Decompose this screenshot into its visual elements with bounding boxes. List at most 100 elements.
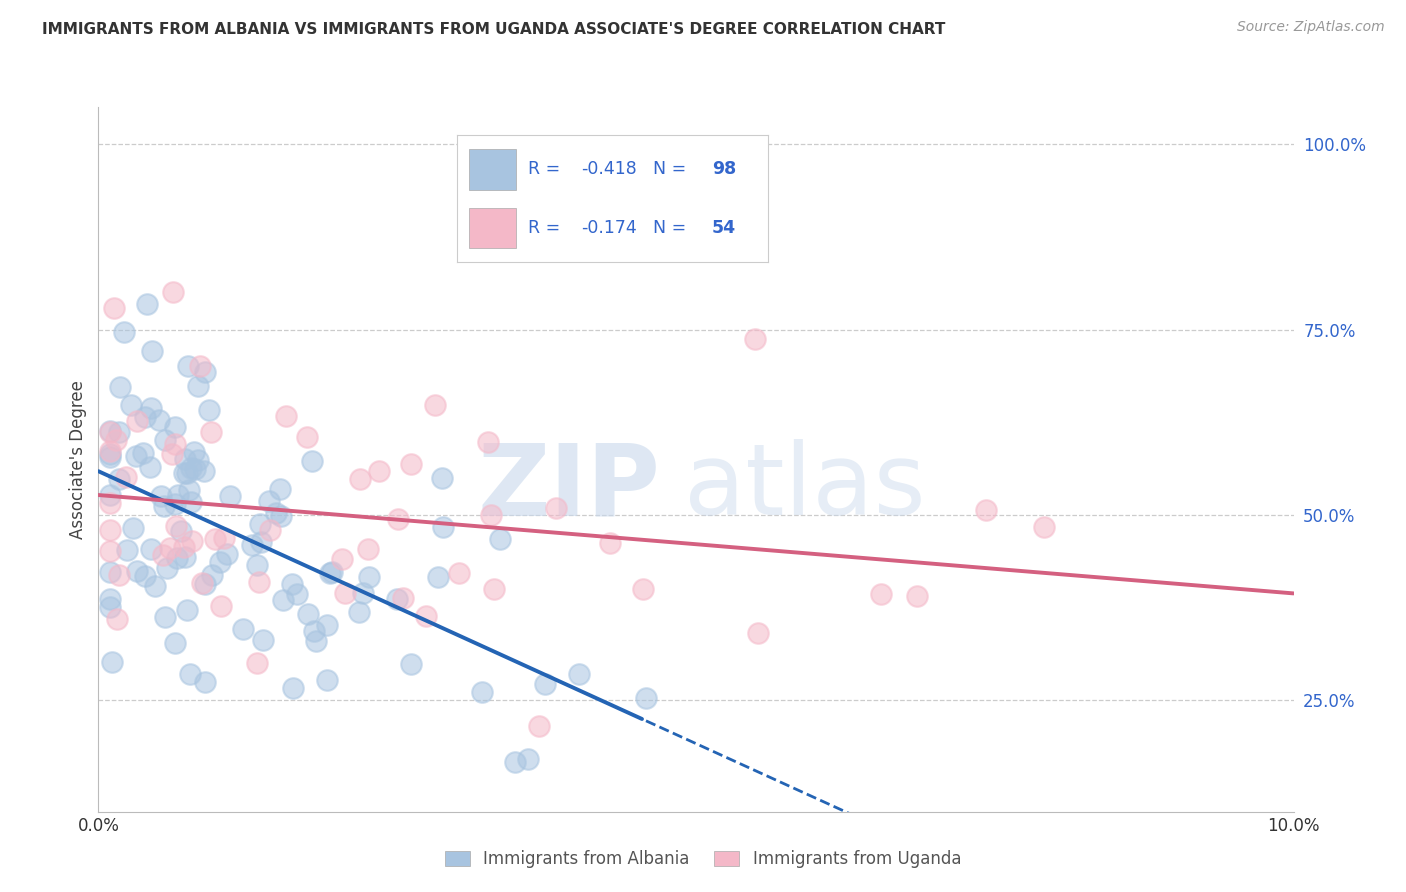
Point <box>271 593 294 607</box>
Point <box>209 599 232 613</box>
Point <box>156 561 179 575</box>
Point <box>212 531 235 545</box>
Point <box>194 577 217 591</box>
Point <box>132 446 155 460</box>
Point <box>974 503 997 517</box>
Point <box>108 472 131 486</box>
Point <box>180 461 202 475</box>
Point <box>152 499 174 513</box>
Point <box>107 425 129 439</box>
Point <box>176 603 198 617</box>
Point <box>165 519 187 533</box>
Point <box>264 507 287 521</box>
Point <box>357 569 380 583</box>
Point <box>482 582 505 597</box>
Point <box>170 524 193 539</box>
Text: Source: ZipAtlas.com: Source: ZipAtlas.com <box>1237 20 1385 34</box>
Point <box>98 443 122 458</box>
Point <box>121 520 143 534</box>
Point <box>304 624 326 638</box>
Point <box>330 551 353 566</box>
Point <box>209 555 232 569</box>
Point <box>193 464 215 478</box>
Point <box>187 453 209 467</box>
Point <box>905 589 928 603</box>
Point <box>134 410 156 425</box>
Point <box>432 520 454 534</box>
Point <box>631 582 654 597</box>
Point <box>249 516 271 531</box>
Point <box>392 591 415 605</box>
Point <box>176 359 198 373</box>
Point <box>250 535 273 549</box>
Point <box>432 471 454 485</box>
Point <box>98 424 122 438</box>
Point <box>335 586 357 600</box>
Point <box>269 482 291 496</box>
Point <box>281 576 304 591</box>
Point <box>188 359 211 373</box>
Text: IMMIGRANTS FROM ALBANIA VS IMMIGRANTS FROM UGANDA ASSOCIATE'S DEGREE CORRELATION: IMMIGRANTS FROM ALBANIA VS IMMIGRANTS FR… <box>42 22 946 37</box>
Point <box>165 497 187 511</box>
Point <box>249 575 271 590</box>
Point <box>259 524 281 538</box>
Point <box>183 445 205 459</box>
Point <box>1033 519 1056 533</box>
Point <box>184 462 207 476</box>
Point <box>401 657 423 671</box>
Point <box>217 547 239 561</box>
Point <box>316 673 339 687</box>
Point <box>155 609 177 624</box>
Point <box>152 549 174 563</box>
Point <box>173 541 195 555</box>
Point <box>503 755 526 769</box>
Point <box>318 566 340 580</box>
Point <box>477 435 499 450</box>
Point <box>141 541 163 556</box>
Point <box>125 449 148 463</box>
Text: ZIP: ZIP <box>477 439 661 536</box>
Point <box>98 425 122 439</box>
Point <box>634 691 657 706</box>
Point <box>744 333 766 347</box>
Point <box>159 541 181 555</box>
Y-axis label: Associate's Degree: Associate's Degree <box>69 380 87 539</box>
Point <box>201 567 224 582</box>
Point <box>544 501 567 516</box>
Point <box>200 425 222 439</box>
Point <box>297 430 319 444</box>
Point <box>427 569 450 583</box>
Point <box>568 667 591 681</box>
Point <box>114 470 136 484</box>
Point <box>349 605 371 619</box>
Point <box>162 285 184 299</box>
Point <box>98 523 122 537</box>
Point <box>160 447 183 461</box>
Legend: Immigrants from Albania, Immigrants from Uganda: Immigrants from Albania, Immigrants from… <box>439 844 967 875</box>
Point <box>301 454 323 468</box>
Point <box>98 591 122 606</box>
Point <box>105 612 128 626</box>
Point <box>108 568 131 582</box>
Point <box>415 608 437 623</box>
Point <box>232 623 254 637</box>
Point <box>165 437 187 451</box>
Point <box>471 685 494 699</box>
Point <box>870 587 893 601</box>
Point <box>134 568 156 582</box>
Point <box>193 675 215 690</box>
Point <box>270 509 292 524</box>
Point <box>187 379 209 393</box>
Point <box>115 542 138 557</box>
Point <box>120 398 142 412</box>
Point <box>449 566 471 580</box>
Point <box>517 751 540 765</box>
Point <box>112 325 135 339</box>
Point <box>101 655 124 669</box>
Point <box>98 446 122 460</box>
Point <box>399 457 422 471</box>
Point <box>174 452 197 467</box>
Point <box>148 413 170 427</box>
Point <box>240 538 263 552</box>
Point <box>219 489 242 503</box>
